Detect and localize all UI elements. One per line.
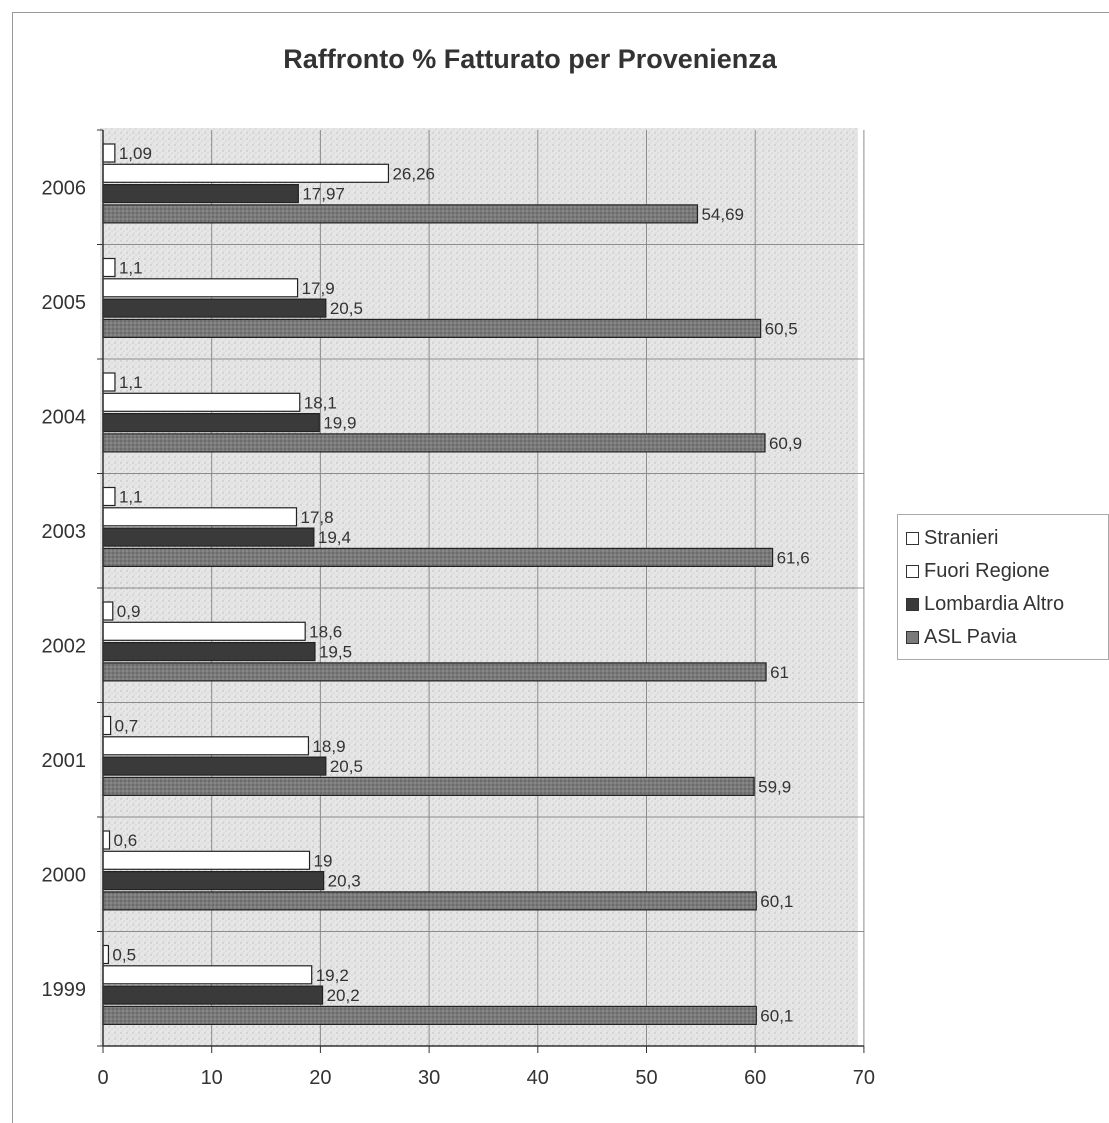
data-label: 17,97 <box>302 185 345 204</box>
data-label: 19,2 <box>316 966 349 985</box>
bar <box>102 985 324 1005</box>
bar <box>102 143 116 163</box>
bar <box>102 392 301 412</box>
bar <box>102 163 390 183</box>
bar <box>102 850 311 870</box>
axes: 0 10 20 30 40 50 60 70 2006 2005 2004 2003 2002 2001 2… <box>42 129 875 1089</box>
bar <box>102 601 114 621</box>
legend-swatch-icon <box>906 532 919 545</box>
bar <box>102 944 110 965</box>
data-label: 1,1 <box>119 259 143 278</box>
bar <box>102 413 320 433</box>
bar <box>102 278 299 298</box>
data-label: 20,5 <box>330 757 363 776</box>
category-label: 2003 <box>42 521 87 543</box>
bar <box>102 372 116 392</box>
bar <box>102 433 766 453</box>
data-label: 19,9 <box>323 414 356 433</box>
x-tick-label: 20 <box>309 1067 331 1089</box>
data-label: 19,4 <box>318 528 351 547</box>
data-label: 1,1 <box>119 373 143 392</box>
bar <box>102 965 313 985</box>
bar <box>102 756 327 776</box>
category-label: 2001 <box>42 750 87 772</box>
legend-item-fuori-regione: Fuori Regione <box>906 555 1108 588</box>
bar <box>102 830 111 850</box>
x-tick-label: 40 <box>527 1067 549 1089</box>
bar <box>102 776 755 797</box>
category-label: 2006 <box>42 177 87 199</box>
bar <box>102 715 112 736</box>
bar <box>102 891 757 911</box>
data-label: 26,26 <box>392 164 435 183</box>
category-label: 2005 <box>42 292 87 314</box>
legend-item-asl-pavia: ASL Pavia <box>906 621 1108 654</box>
bar <box>102 641 316 662</box>
bar <box>102 547 774 568</box>
data-label: 60,1 <box>760 1006 793 1025</box>
data-label: 20,3 <box>328 872 361 891</box>
data-label: 0,6 <box>114 831 138 850</box>
data-label: 60,9 <box>769 434 802 453</box>
bar <box>102 486 116 507</box>
category-label: 2004 <box>42 406 87 428</box>
bar <box>102 662 767 682</box>
data-label: 18,9 <box>312 737 345 756</box>
data-label: 61,6 <box>777 548 810 567</box>
data-label: 18,6 <box>309 622 342 641</box>
bar <box>102 736 310 756</box>
data-label: 60,5 <box>765 319 798 338</box>
data-label: 17,9 <box>302 279 335 298</box>
data-label: 19 <box>314 851 333 870</box>
bar <box>102 1005 757 1026</box>
category-label: 2000 <box>42 864 87 886</box>
legend-item-lombardia-altro: Lombardia Altro <box>906 588 1108 621</box>
data-label: 20,2 <box>327 986 360 1005</box>
legend-label: Lombardia Altro <box>924 593 1065 615</box>
x-tick-label: 30 <box>418 1067 440 1089</box>
legend-label: Fuori Regione <box>924 560 1050 582</box>
data-label: 19,5 <box>319 643 352 662</box>
data-label: 59,9 <box>758 777 791 796</box>
category-label: 1999 <box>42 979 87 1001</box>
data-label: 0,5 <box>112 946 136 965</box>
data-label: 60,1 <box>760 892 793 911</box>
legend-label: Stranieri <box>924 527 999 549</box>
legend-swatch-icon <box>906 565 919 578</box>
bar <box>102 184 299 204</box>
chart-title: Raffronto % Fatturato per Provenienza <box>283 44 777 74</box>
bar <box>102 318 762 338</box>
x-tick-label: 10 <box>201 1067 223 1089</box>
data-label: 54,69 <box>701 205 744 224</box>
data-label: 0,9 <box>117 602 141 621</box>
x-tick-label: 70 <box>853 1067 875 1089</box>
data-label: 61 <box>770 663 789 682</box>
data-label: 1,1 <box>119 488 143 507</box>
legend-item-stranieri: Stranieri <box>906 522 1108 555</box>
legend-swatch-icon <box>906 631 919 644</box>
legend: Stranieri Fuori Regione Lombardia Altro … <box>897 514 1109 660</box>
legend-label: ASL Pavia <box>924 626 1017 648</box>
bars: 1,0926,2617,9754,691,117,920,560,51,118,… <box>102 143 810 1026</box>
bar <box>102 870 325 891</box>
data-label: 18,1 <box>304 393 337 412</box>
bar <box>102 204 699 224</box>
bar <box>102 257 116 278</box>
data-label: 20,5 <box>330 299 363 318</box>
bar <box>102 507 298 527</box>
x-tick-label: 60 <box>744 1067 766 1089</box>
x-tick-label: 0 <box>97 1067 108 1089</box>
bar <box>102 298 327 318</box>
x-tick-label: 50 <box>635 1067 657 1089</box>
legend-swatch-icon <box>906 598 919 611</box>
bar <box>102 527 315 547</box>
chart-frame <box>12 12 1109 1123</box>
category-label: 2002 <box>42 635 87 657</box>
bar <box>102 621 306 641</box>
data-label: 17,8 <box>300 508 333 527</box>
data-label: 0,7 <box>115 717 139 736</box>
data-label: 1,09 <box>119 144 152 163</box>
